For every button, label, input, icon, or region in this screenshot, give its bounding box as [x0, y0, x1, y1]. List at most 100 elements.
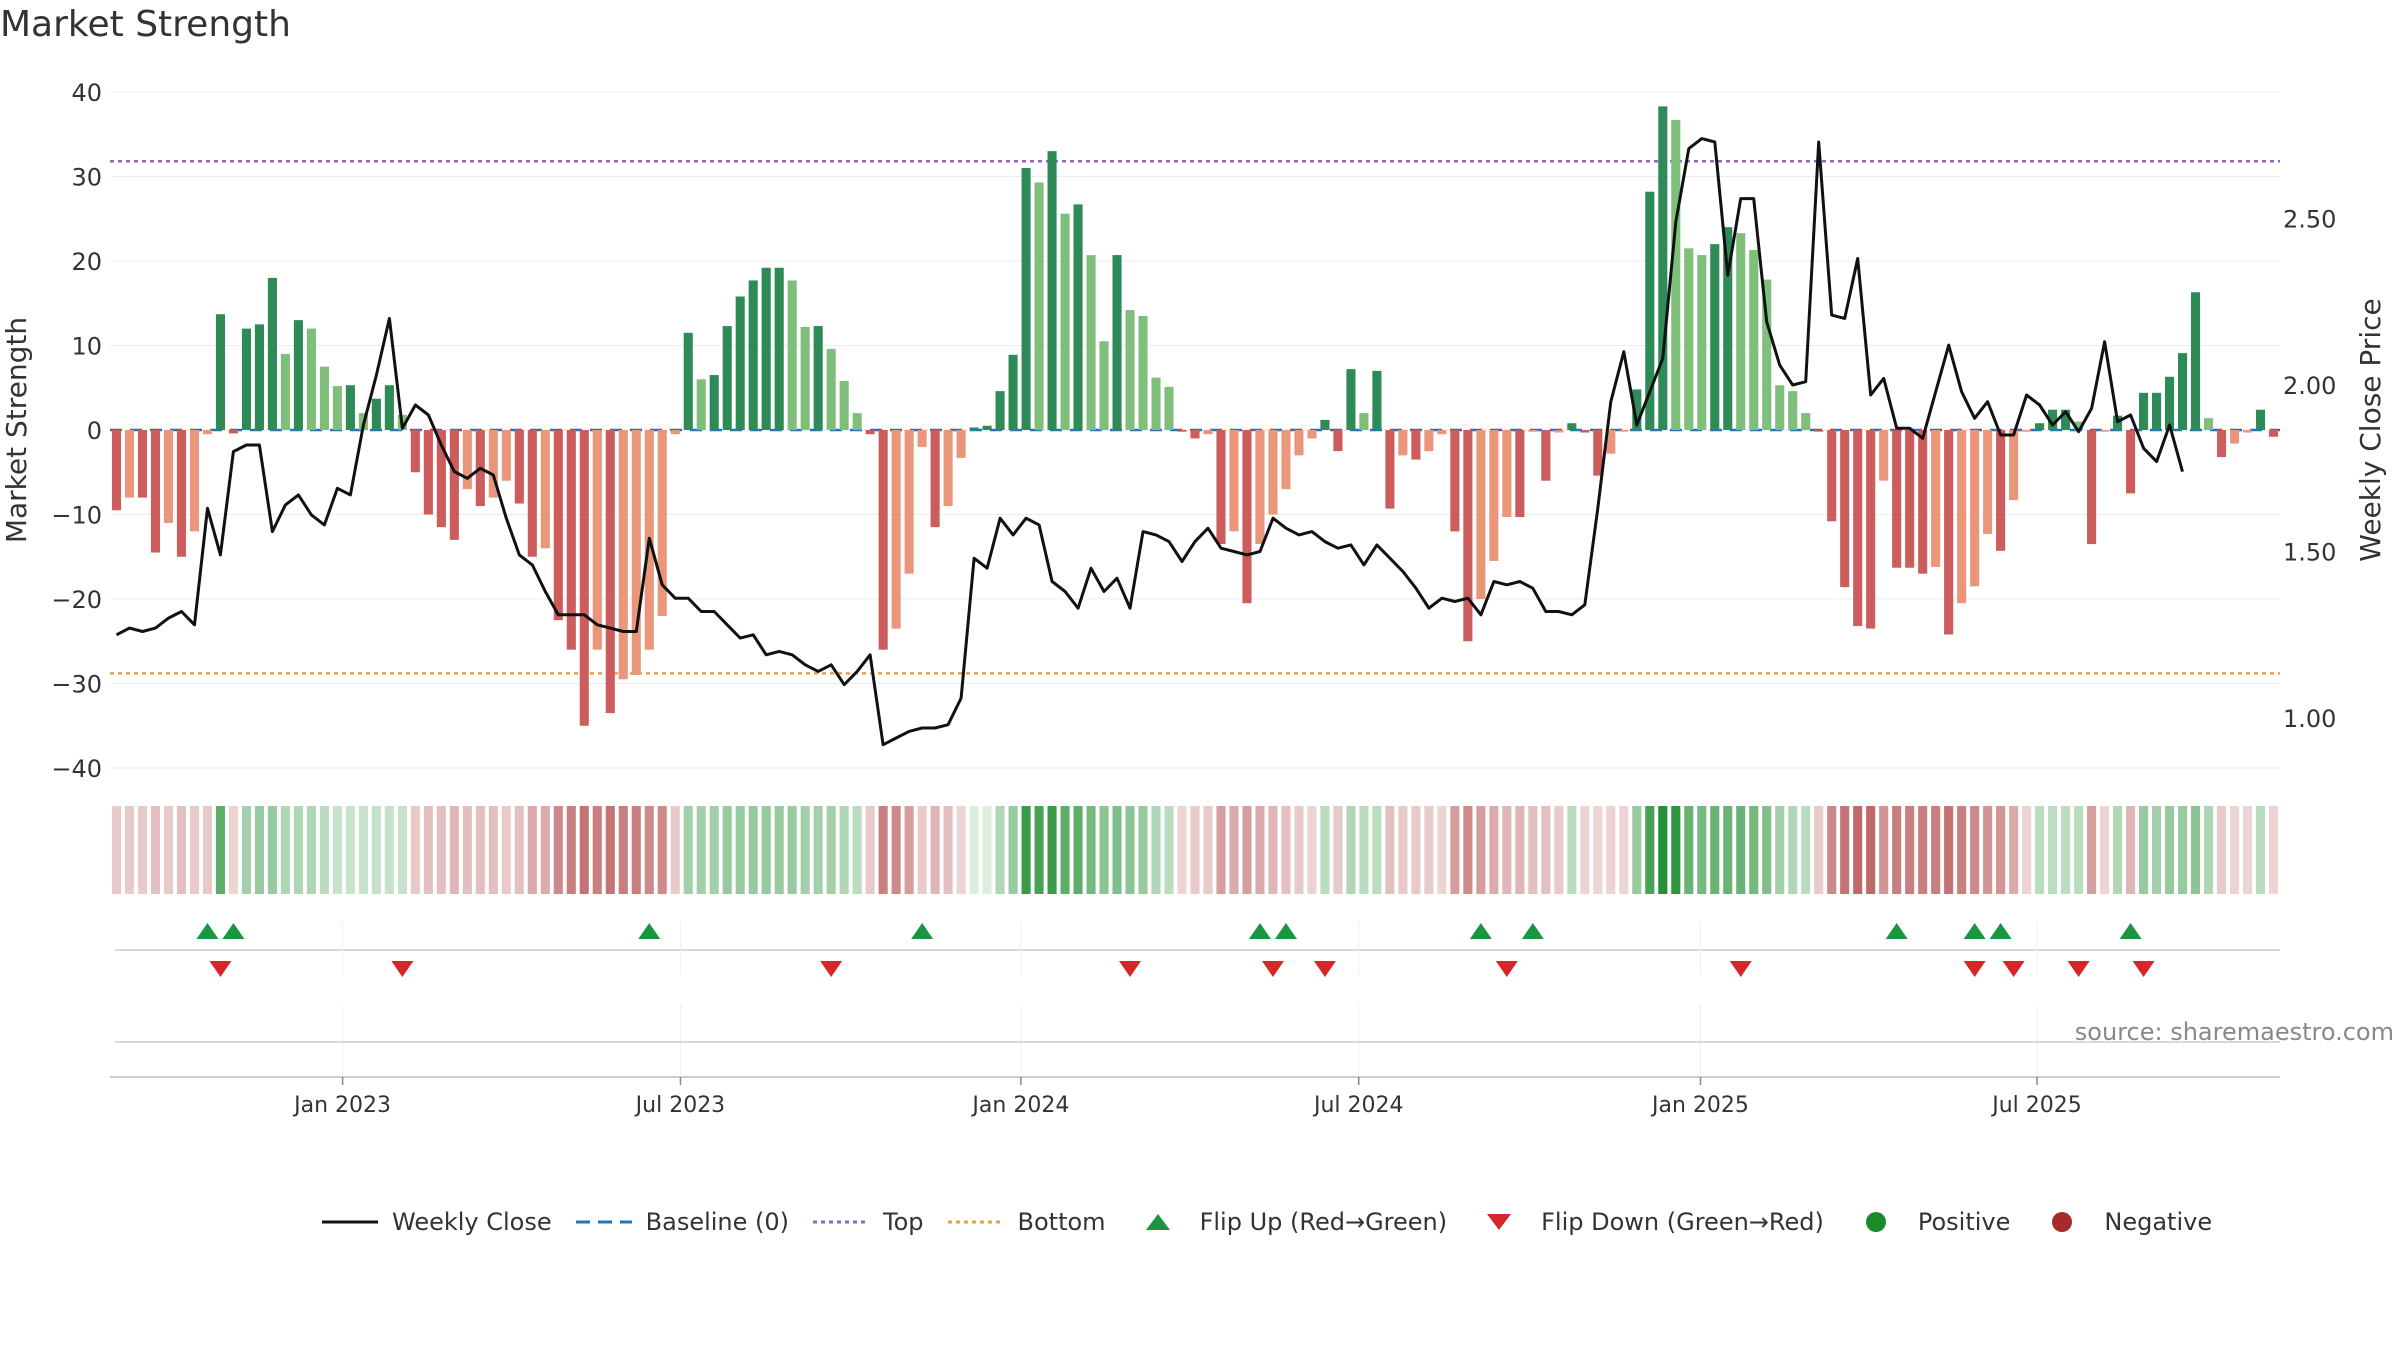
strip-cell — [475, 806, 485, 894]
legend-negative: Negative — [2032, 1208, 2212, 1236]
legend-weekly-close-label: Weekly Close — [392, 1208, 552, 1236]
strip-cell — [1866, 806, 1876, 894]
strip-cell — [2203, 806, 2214, 894]
strip-cell — [943, 806, 953, 894]
strength-bar — [1424, 430, 1434, 452]
legend-flip-down-label: Flip Down (Green→Red) — [1541, 1208, 1824, 1236]
strength-bar — [1632, 389, 1642, 430]
strength-bar — [618, 430, 628, 680]
strength-bar — [2152, 392, 2162, 430]
strength-bar — [254, 324, 264, 430]
legend-bottom: Bottom — [946, 1208, 1106, 1236]
strip-cell — [1112, 806, 1122, 894]
strength-bar — [1242, 430, 1252, 604]
strength-bar — [982, 425, 992, 430]
strip-cell — [410, 806, 420, 894]
strength-bar — [1684, 248, 1694, 430]
strength-bar — [1138, 315, 1148, 430]
strip-cell — [2255, 806, 2266, 894]
strip-cell — [228, 806, 238, 894]
y2-tick-label: 2.50 — [2283, 206, 2336, 234]
strength-bar — [1996, 430, 2006, 551]
strength-bar — [176, 430, 187, 557]
strength-bar — [1073, 204, 1083, 430]
strip-cell — [215, 806, 225, 894]
strength-bar — [865, 430, 875, 435]
strip-cell — [1567, 806, 1577, 894]
strip-cell — [488, 806, 498, 894]
flip-down-marker — [1313, 961, 1336, 977]
strength-bar — [579, 430, 589, 726]
strength-bar — [1346, 369, 1356, 430]
strip-cell — [1814, 806, 1824, 894]
flip-down-marker — [1119, 961, 1142, 977]
strip-cell — [2177, 806, 2188, 894]
y2-axis-label: Weekly Close Price — [2354, 298, 2387, 561]
strip-cell — [826, 806, 836, 894]
strength-bar — [683, 332, 693, 430]
strip-cell — [306, 806, 316, 894]
strip-cell — [1268, 806, 1278, 894]
strength-bar — [891, 430, 901, 629]
y-tick-label: −30 — [51, 671, 102, 699]
strip-cell — [774, 806, 784, 894]
strip-cell — [1710, 806, 1720, 894]
strip-cell — [371, 806, 381, 894]
strip-cell — [2152, 806, 2162, 894]
strip-cell — [800, 806, 810, 894]
strip-cell — [1905, 806, 1915, 894]
y-tick-label: 20 — [71, 248, 102, 276]
source-credit: source: sharemaestro.com — [2074, 1018, 2394, 1046]
strength-bar — [1281, 430, 1291, 490]
strip-cell — [2009, 806, 2019, 894]
strip-cell — [1788, 806, 1798, 894]
strip-cell — [1190, 806, 1200, 894]
strength-bar — [1385, 430, 1395, 509]
strength-bar — [1710, 244, 1720, 430]
strip-cell — [852, 806, 862, 894]
strip-cell — [2126, 806, 2136, 894]
strip-cell — [319, 806, 329, 894]
strip-cell — [878, 806, 888, 894]
strength-bar — [1606, 430, 1616, 454]
strip-cell — [904, 806, 914, 894]
strip-cell — [1697, 806, 1707, 894]
strength-bar — [1619, 430, 1629, 432]
legend-weekly-close: Weekly Close — [320, 1208, 552, 1236]
flip-up-marker — [1469, 923, 1492, 939]
strength-bar — [904, 430, 914, 574]
strip-cell — [176, 806, 187, 894]
x-tick-label: Jul 2025 — [1990, 1093, 2082, 1118]
strip-cell — [345, 806, 355, 894]
strip-cell — [2022, 806, 2032, 894]
strip-cell — [813, 806, 823, 894]
strip-cell — [670, 806, 680, 894]
strip-cell — [1346, 806, 1356, 894]
strip-cell — [293, 806, 303, 894]
strip-cell — [1554, 806, 1564, 894]
strength-bar — [1229, 430, 1239, 532]
strength-bar — [930, 430, 940, 528]
strength-bar — [1502, 430, 1512, 518]
strip-cell — [982, 806, 992, 894]
strength-bar — [2061, 409, 2071, 430]
strength-bar — [267, 277, 277, 430]
strip-cell — [1996, 806, 2006, 894]
strength-bar — [800, 326, 810, 430]
legend-top-label: Top — [883, 1208, 924, 1236]
strip-cell — [592, 806, 602, 894]
strip-cell — [2242, 806, 2253, 894]
strip-cell — [1489, 806, 1499, 894]
strength-bar — [124, 430, 135, 498]
strip-cell — [1411, 806, 1421, 894]
strength-bar — [228, 430, 238, 434]
flip-up-marker — [911, 923, 934, 939]
strength-bar — [2203, 418, 2214, 430]
strength-bar — [462, 430, 472, 490]
strip-cell — [163, 806, 174, 894]
strip-cell — [1034, 806, 1044, 894]
strength-bar — [1203, 430, 1213, 435]
strength-bar — [488, 430, 498, 498]
strip-cell — [1840, 806, 1850, 894]
strip-cell — [1502, 806, 1512, 894]
